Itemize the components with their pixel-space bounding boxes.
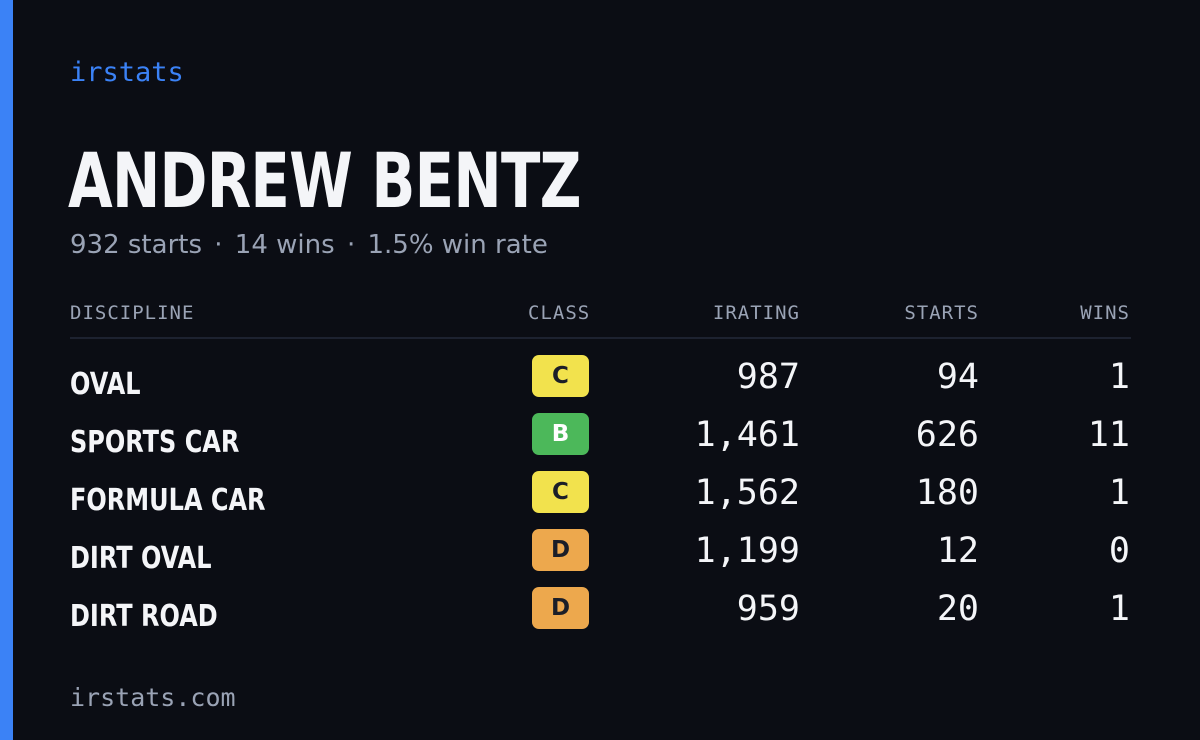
header-irating: IRATING bbox=[712, 302, 800, 324]
table-header: DISCIPLINE CLASS IRATING STARTS WINS bbox=[70, 296, 1131, 339]
header-discipline: DISCIPLINE bbox=[70, 302, 195, 324]
wins-value: 1 bbox=[1108, 357, 1130, 397]
table-row: SPORTS CAR B 1,461 626 11 bbox=[70, 413, 1131, 471]
irating-value: 987 bbox=[736, 357, 800, 397]
summary-separator: · bbox=[214, 230, 223, 260]
table-row: FORMULA CAR C 1,562 180 1 bbox=[70, 471, 1131, 529]
table-row: OVAL C 987 94 1 bbox=[70, 355, 1131, 413]
wins-value: 11 bbox=[1087, 415, 1130, 455]
total-starts: 932 starts bbox=[70, 230, 202, 260]
discipline-name: OVAL bbox=[70, 367, 141, 402]
discipline-name: DIRT OVAL bbox=[70, 541, 212, 576]
starts-value: 12 bbox=[936, 531, 979, 571]
site-url-link[interactable]: irstats.com bbox=[70, 683, 236, 712]
brand-logo: irstats bbox=[70, 57, 184, 88]
irating-value: 1,461 bbox=[694, 415, 800, 455]
irating-value: 959 bbox=[736, 589, 800, 629]
discipline-stats-table: DISCIPLINE CLASS IRATING STARTS WINS OVA… bbox=[70, 296, 1131, 645]
starts-value: 94 bbox=[936, 357, 979, 397]
discipline-name: DIRT ROAD bbox=[70, 599, 218, 634]
wins-value: 0 bbox=[1108, 531, 1130, 571]
irating-value: 1,199 bbox=[694, 531, 800, 571]
irating-value: 1,562 bbox=[694, 473, 800, 513]
license-class-badge: D bbox=[532, 587, 589, 629]
wins-value: 1 bbox=[1108, 589, 1130, 629]
player-name: ANDREW BENTZ bbox=[68, 136, 581, 225]
license-class-badge: C bbox=[532, 471, 589, 513]
license-class-badge: D bbox=[532, 529, 589, 571]
header-starts: STARTS bbox=[904, 302, 979, 324]
win-rate: 1.5% win rate bbox=[367, 230, 548, 260]
table-row: DIRT OVAL D 1,199 12 0 bbox=[70, 529, 1131, 587]
summary-separator: · bbox=[346, 230, 356, 260]
discipline-name: SPORTS CAR bbox=[70, 425, 240, 460]
table-row: DIRT ROAD D 959 20 1 bbox=[70, 587, 1131, 645]
starts-value: 626 bbox=[915, 415, 979, 455]
discipline-name: FORMULA CAR bbox=[70, 483, 266, 518]
total-wins: 14 wins bbox=[234, 230, 335, 260]
header-class: CLASS bbox=[528, 302, 591, 324]
table-body: OVAL C 987 94 1 SPORTS CAR B 1,461 626 1… bbox=[70, 339, 1131, 645]
license-class-badge: B bbox=[532, 413, 589, 455]
license-class-badge: C bbox=[532, 355, 589, 397]
wins-value: 1 bbox=[1108, 473, 1130, 513]
player-summary: 932 starts · 14 wins · 1.5% win rate bbox=[70, 228, 548, 262]
starts-value: 20 bbox=[936, 589, 979, 629]
header-wins: WINS bbox=[1080, 302, 1130, 324]
starts-value: 180 bbox=[915, 473, 979, 513]
accent-bar bbox=[0, 0, 13, 740]
